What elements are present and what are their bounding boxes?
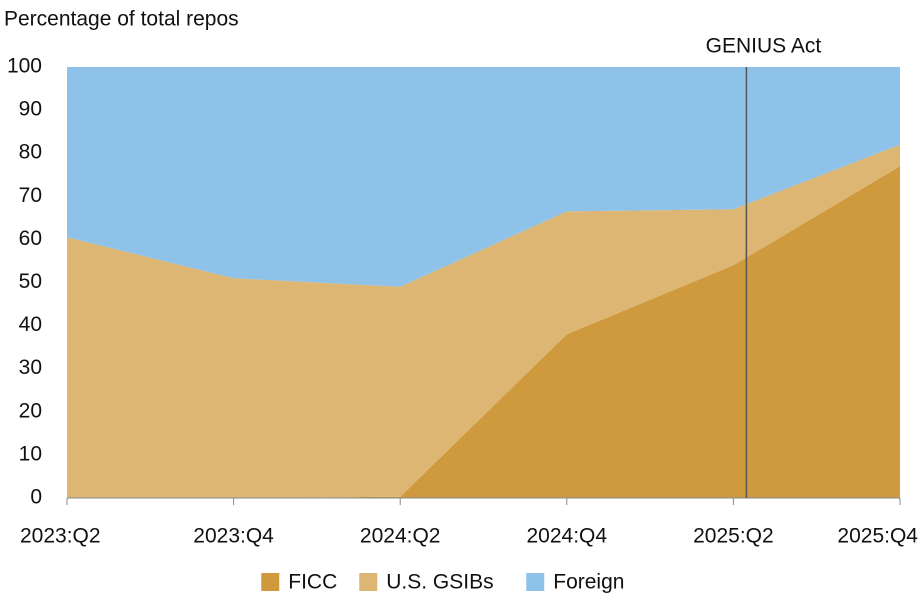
legend-swatch (526, 573, 545, 591)
y-tick-label: 70 (19, 184, 42, 207)
legend-label: Foreign (553, 571, 624, 594)
legend-label: U.S. GSIBs (386, 571, 493, 594)
x-tick-label: 2025:Q4 (837, 525, 918, 548)
area (67, 144, 900, 498)
y-tick-label: 20 (19, 399, 42, 422)
legend-swatch (261, 573, 280, 591)
y-tick-label: 60 (19, 227, 42, 250)
legend-swatch (359, 573, 378, 591)
area (67, 166, 900, 498)
x-tick-label: 2024:Q4 (527, 525, 608, 548)
x-tick-label: 2023:Q2 (20, 525, 101, 548)
y-tick-label: 0 (30, 486, 42, 509)
x-tick-label: 2024:Q2 (360, 525, 441, 548)
y-tick-label: 50 (19, 270, 42, 293)
x-tick-label: 2025:Q2 (693, 525, 774, 548)
y-tick-label: 100 (7, 55, 42, 78)
y-axis-label: Percentage of total repos (4, 8, 239, 31)
x-tick-label: 2023:Q4 (193, 525, 274, 548)
y-tick-label: 40 (19, 313, 42, 336)
legend-label: FICC (288, 571, 337, 594)
annotation-text: GENIUS Act (706, 35, 822, 58)
area (67, 67, 900, 287)
y-tick-label: 10 (19, 442, 42, 465)
y-tick-label: 80 (19, 141, 42, 164)
y-tick-label: 90 (19, 98, 42, 121)
y-tick-label: 30 (19, 356, 42, 379)
